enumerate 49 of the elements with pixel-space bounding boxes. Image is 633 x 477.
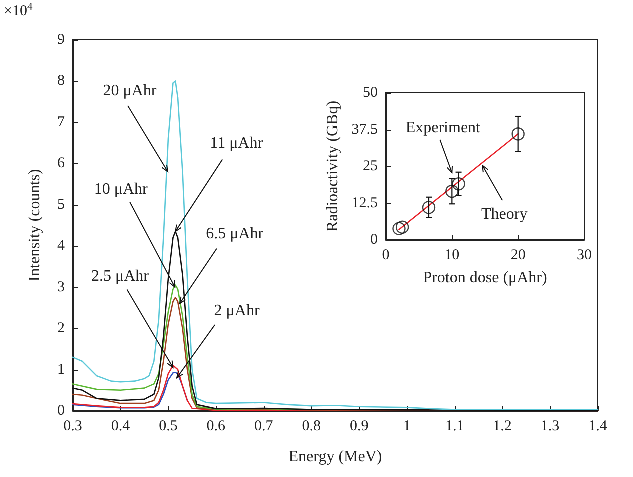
y-tick-label: 50 <box>363 85 378 101</box>
point <box>512 128 525 141</box>
x-tick-label: 10 <box>444 248 460 264</box>
y-tick-label: 8 <box>58 73 65 90</box>
point <box>452 178 466 191</box>
y-tick-label: 0 <box>370 232 378 248</box>
annotation: 6.5 μAhr <box>206 225 264 242</box>
annotation: Theory <box>482 206 528 224</box>
x-tick-label: 0.7 <box>254 418 274 434</box>
x-tick-label: 0.9 <box>350 418 369 434</box>
y-tick-label: 7 <box>58 114 66 130</box>
x-axis-title: Energy (MeV) <box>288 448 382 466</box>
x-tick-label: 20 <box>510 248 526 264</box>
x-tick-label: 1.3 <box>540 418 560 434</box>
point <box>396 220 410 234</box>
x-tick-label: 0.6 <box>206 418 226 434</box>
y-tick-label: 37.5 <box>352 122 378 138</box>
annotation: Experiment <box>406 119 482 136</box>
point <box>422 201 436 214</box>
y-tick-label: 0 <box>58 403 65 419</box>
y-axis-title: Radioactivity (GBq) <box>324 100 342 232</box>
y-axis-title: Intensity (counts) <box>26 169 44 282</box>
x-tick-label: 0.4 <box>111 418 131 434</box>
y-tick-label: 12.5 <box>352 195 378 212</box>
y-tick-label: 1 <box>58 362 65 378</box>
annotation: 2.5 μAhr <box>91 268 150 286</box>
x-tick-label: 30 <box>577 248 592 264</box>
x-tick-label: 1.4 <box>588 418 608 434</box>
x-tick-label: 1.2 <box>493 418 512 434</box>
annotation: 20 μAhr <box>103 82 158 100</box>
y-tick-label: 2 <box>58 320 65 337</box>
point <box>392 222 406 236</box>
y-tick-label: 9 <box>58 32 65 48</box>
x-tick-label: 0.8 <box>302 418 322 434</box>
point <box>446 184 459 198</box>
x-tick-label: 0 <box>382 248 390 264</box>
annotation: 2 μAhr <box>214 302 260 320</box>
annotation: 10 μAhr <box>94 180 149 198</box>
x-axis-title: Proton dose (μAhr) <box>423 270 548 286</box>
x-tick-label: 1 <box>403 418 411 434</box>
y-tick-label: 25 <box>363 158 378 174</box>
annotation: 11 μAhr <box>210 135 264 152</box>
y-tick-label: 6 <box>58 156 66 172</box>
y-tick-label: 5 <box>58 196 65 213</box>
y-tick-label: 4 <box>58 238 66 254</box>
y-tick-label: 3 <box>58 279 65 296</box>
x-tick-label: 0.5 <box>159 418 178 434</box>
x-tick-label: 1.1 <box>445 418 464 434</box>
x-tick-label: 0.3 <box>64 418 82 434</box>
